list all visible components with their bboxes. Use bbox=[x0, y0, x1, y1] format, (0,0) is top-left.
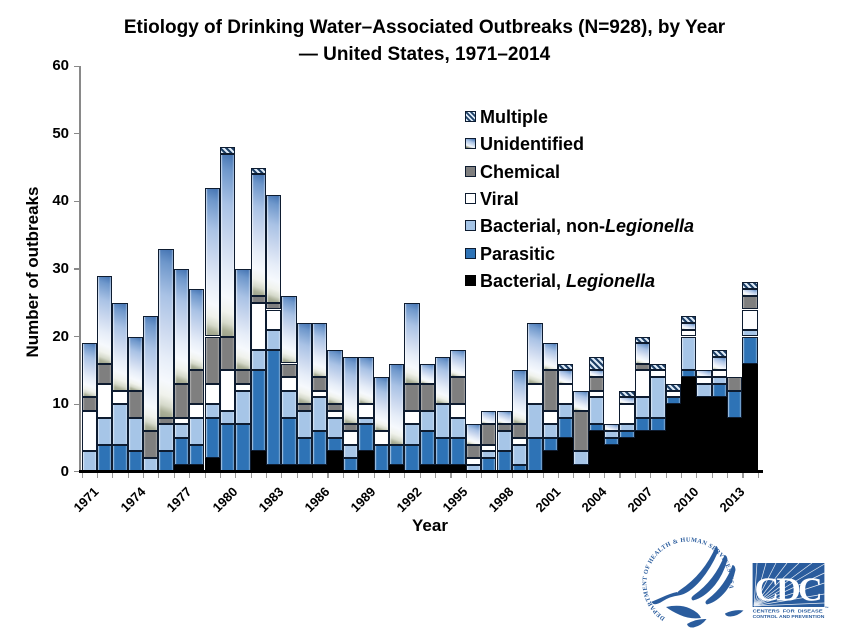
svg-text:CONTROL AND PREVENTION: CONTROL AND PREVENTION bbox=[753, 614, 826, 619]
svg-text:CENTERS FOR DISEASE: CENTERS FOR DISEASE bbox=[753, 609, 823, 614]
svg-text:CDC: CDC bbox=[755, 572, 823, 609]
svg-text:™: ™ bbox=[825, 606, 829, 611]
